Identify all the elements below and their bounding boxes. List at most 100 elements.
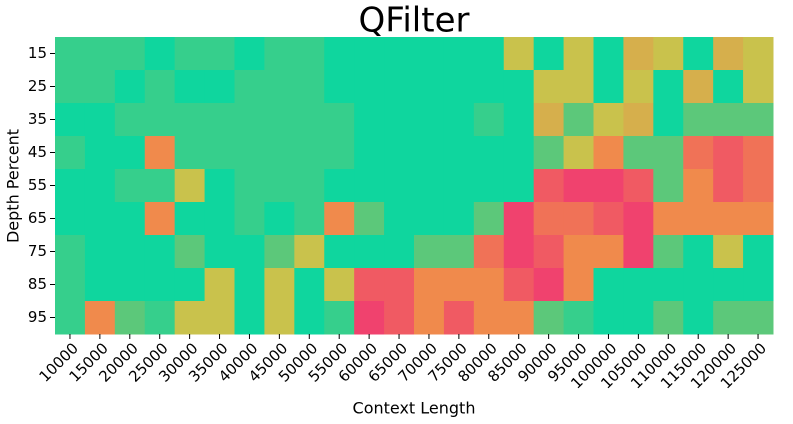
heatmap-cell [114,169,146,203]
heatmap-cell [473,37,505,71]
heatmap-cell [84,268,116,302]
heatmap-cell [324,103,355,137]
heatmap-cell [563,301,594,335]
heatmap-cell [563,103,594,137]
heatmap-cell [324,169,355,203]
heatmap-cell [593,268,624,302]
heatmap-cell [294,301,325,335]
heatmap-cell [683,169,714,203]
y-tick-label: 45 [28,143,47,161]
heatmap-cell [264,70,295,104]
heatmap-cell [144,169,176,203]
heatmap-cell [324,136,355,170]
heatmap-cell [204,37,235,71]
heatmap-cell [114,202,146,236]
heatmap-cell [443,169,475,203]
heatmap-cell [473,70,505,104]
heatmap-cell [563,136,594,170]
heatmap-cell [55,169,86,203]
chart-title: QFilter [359,1,470,41]
heatmap-cell [84,70,116,104]
heatmap-cell [743,70,774,104]
heatmap-cell [473,202,505,236]
heatmap-cell [593,235,624,269]
heatmap-cell [234,268,265,302]
heatmap-cell [713,136,744,170]
heatmap-cell [204,268,235,302]
heatmap-cell [593,301,624,335]
heatmap-cell [264,136,295,170]
heatmap-cell [563,235,594,269]
heatmap-cell [174,301,206,335]
heatmap-cell [743,235,774,269]
heatmap-cell [653,169,684,203]
heatmap-cell [55,136,86,170]
heatmap-cell [533,301,565,335]
heatmap-cell [503,70,535,104]
y-tick-label: 75 [28,242,47,260]
heatmap-cell [354,103,385,137]
heatmap-cell [84,103,116,137]
heatmap-cell [384,136,415,170]
heatmap-cell [324,301,355,335]
heatmap-cell [683,37,714,71]
heatmap-cell [55,202,86,236]
heatmap-cell [533,37,565,71]
heatmap-cell [473,268,505,302]
heatmap-cell [503,268,535,302]
heatmap-cell [114,103,146,137]
heatmap-cell [234,169,265,203]
heatmap-cell [234,70,265,104]
heatmap-cell [443,136,475,170]
heatmap-cell [743,37,774,71]
heatmap-cell [354,70,385,104]
heatmap-cell [204,202,235,236]
heatmap-cell [354,202,385,236]
heatmap-cell [683,70,714,104]
heatmap-cell [84,136,116,170]
heatmap-cell [563,37,594,71]
heatmap-cell [354,136,385,170]
heatmap-cell [144,70,176,104]
heatmap-cell [443,103,475,137]
heatmap-cell [384,268,415,302]
heatmap-cell [84,301,116,335]
heatmap-cell [84,169,116,203]
heatmap-cell [473,235,505,269]
heatmap-cell [473,136,505,170]
heatmap-cell [264,37,295,71]
heatmap-cell [743,268,774,302]
heatmap-cell [414,202,445,236]
y-tick-label: 15 [28,44,47,62]
heatmap-cell [414,70,445,104]
heatmap-cell [503,301,535,335]
heatmap-cell [653,103,684,137]
heatmap-cell [443,70,475,104]
heatmap-cell [144,268,176,302]
heatmap-cell [324,70,355,104]
heatmap-cell [653,301,684,335]
heatmap-cell [234,103,265,137]
heatmap-cell [234,235,265,269]
heatmap-cell [384,70,415,104]
heatmap-cell [55,37,86,71]
heatmap-cell [174,37,206,71]
heatmap-cell [713,169,744,203]
heatmap-cell [174,169,206,203]
heatmap-cell [174,268,206,302]
heatmap-cell [204,169,235,203]
heatmap-cell [414,301,445,335]
heatmap-cell [533,169,565,203]
heatmap-cell [204,103,235,137]
heatmap-cell [174,70,206,104]
heatmap-cell [623,268,654,302]
heatmap-cell [623,37,654,71]
heatmap-cell [84,202,116,236]
heatmap-cell [503,235,535,269]
heatmap-cell [144,301,176,335]
heatmap-cell [324,202,355,236]
heatmap-cell [593,202,624,236]
heatmap-cell [743,169,774,203]
heatmap-cell [174,103,206,137]
heatmap-cell [294,70,325,104]
